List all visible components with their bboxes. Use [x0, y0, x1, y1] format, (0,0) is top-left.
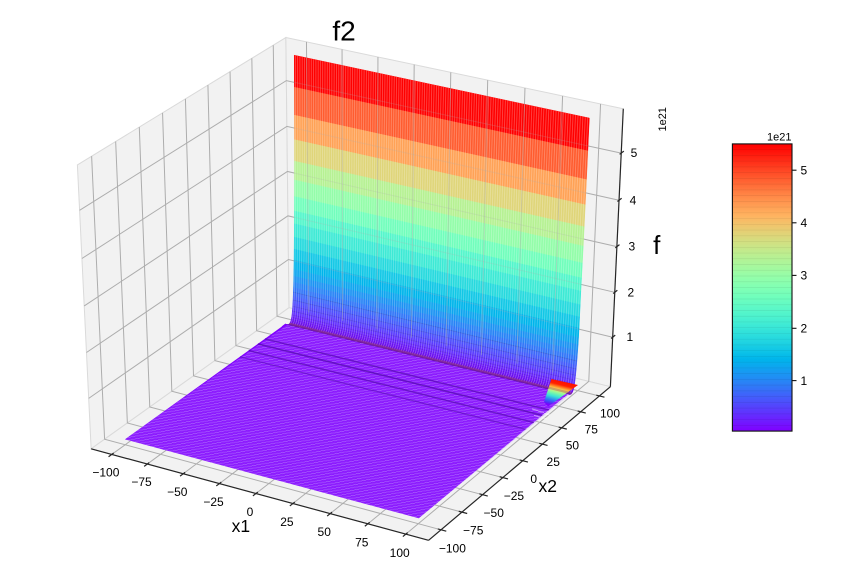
svg-text:−100: −100 — [92, 466, 119, 480]
svg-text:4: 4 — [630, 193, 637, 207]
svg-text:1: 1 — [801, 374, 808, 388]
svg-text:−75: −75 — [131, 475, 152, 489]
svg-text:0: 0 — [247, 505, 254, 519]
svg-text:1e21: 1e21 — [657, 107, 669, 131]
svg-text:5: 5 — [631, 146, 638, 160]
svg-text:1: 1 — [626, 330, 633, 344]
svg-text:25: 25 — [280, 515, 294, 529]
svg-text:75: 75 — [585, 423, 599, 437]
svg-text:−25: −25 — [504, 489, 525, 503]
svg-text:3: 3 — [629, 240, 636, 254]
svg-text:3: 3 — [801, 269, 808, 283]
svg-text:−25: −25 — [203, 495, 224, 509]
svg-text:50: 50 — [566, 439, 580, 453]
svg-text:2: 2 — [801, 322, 808, 336]
svg-text:100: 100 — [390, 546, 410, 560]
svg-text:75: 75 — [355, 536, 369, 550]
svg-text:x1: x1 — [232, 516, 250, 536]
svg-text:2: 2 — [628, 285, 635, 299]
svg-text:f2: f2 — [332, 16, 355, 47]
svg-text:25: 25 — [547, 455, 561, 469]
svg-text:50: 50 — [318, 525, 332, 539]
svg-text:0: 0 — [530, 472, 537, 486]
svg-text:−50: −50 — [484, 506, 505, 520]
svg-text:5: 5 — [801, 163, 808, 177]
svg-text:f: f — [653, 230, 661, 260]
svg-text:−75: −75 — [463, 524, 484, 538]
svg-text:−100: −100 — [439, 541, 466, 555]
svg-text:100: 100 — [600, 407, 620, 421]
svg-text:−50: −50 — [167, 485, 188, 499]
svg-text:4: 4 — [801, 216, 808, 230]
svg-text:1e21: 1e21 — [767, 132, 791, 144]
svg-text:x2: x2 — [539, 476, 557, 496]
